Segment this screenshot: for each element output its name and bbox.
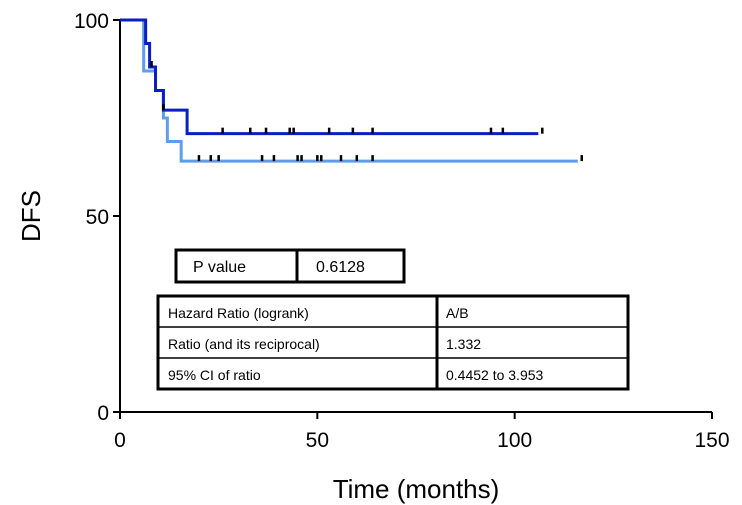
p-value-box: P value 0.6128 xyxy=(176,250,404,282)
p-value-value: 0.6128 xyxy=(316,259,365,276)
y-tick-label: 0 xyxy=(97,402,109,425)
hazard-ratio-table: Hazard Ratio (logrank) A/B Ratio (and it… xyxy=(158,296,628,389)
y-tick-label: 50 xyxy=(86,206,109,229)
hazard-row-label: Ratio (and its reciprocal) xyxy=(168,336,320,352)
x-axis-title: Time (months) xyxy=(333,474,500,504)
x-tick-label: 100 xyxy=(497,429,532,452)
hazard-row-value: A/B xyxy=(446,305,469,321)
hazard-row-value: 1.332 xyxy=(446,336,481,352)
x-tick-label: 150 xyxy=(694,429,729,452)
y-tick-label: 100 xyxy=(74,10,109,33)
hazard-row-label: Hazard Ratio (logrank) xyxy=(168,305,309,321)
survival-curves xyxy=(120,20,582,161)
y-axis-title: DFS xyxy=(16,190,46,242)
x-tick-label: 50 xyxy=(306,429,329,452)
survival-curve-2 xyxy=(120,20,578,161)
hazard-row-value: 0.4452 to 3.953 xyxy=(446,367,544,383)
x-tick-label: 0 xyxy=(114,429,126,452)
p-value-label: P value xyxy=(193,259,246,276)
survival-curve-1 xyxy=(120,20,538,134)
hazard-row-label: 95% CI of ratio xyxy=(168,367,261,383)
